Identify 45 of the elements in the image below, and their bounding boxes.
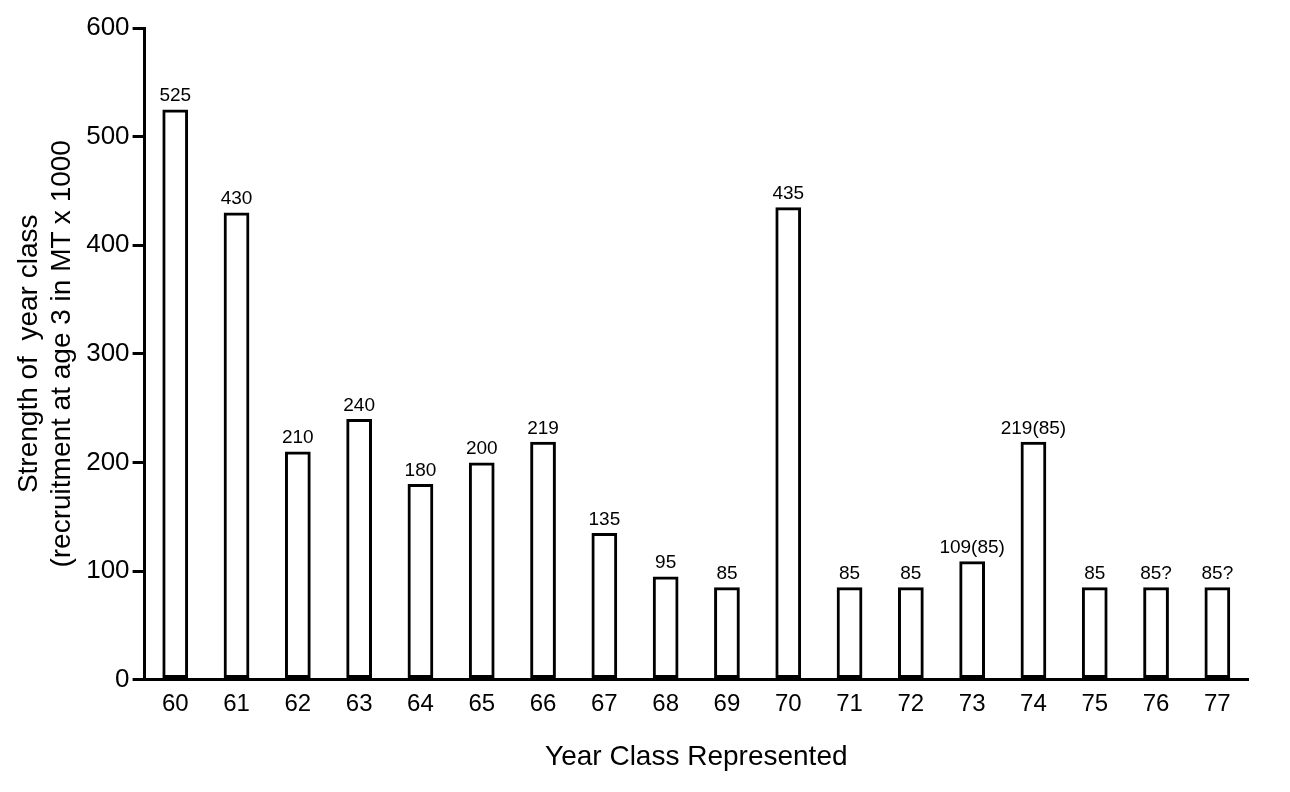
data-label: 85? (1201, 562, 1234, 584)
x-tick-label: 69 (713, 688, 741, 716)
data-label: 85? (1140, 562, 1172, 584)
data-label: 85 (838, 562, 861, 584)
x-tick-label: 62 (284, 688, 312, 716)
data-label: 435 (772, 181, 805, 203)
x-tick-label: 76 (1142, 688, 1170, 716)
data-label: 430 (220, 187, 253, 209)
x-tick-label: 73 (958, 688, 986, 716)
data-label: 210 (281, 426, 314, 448)
y-tick-label: 600 (86, 11, 130, 42)
x-tick-label: 64 (407, 688, 434, 716)
x-tick-label: 72 (897, 688, 925, 716)
data-label: 200 (465, 437, 498, 459)
y-tick-label: 400 (86, 228, 130, 259)
y-tick-label: 200 (86, 445, 130, 476)
x-tick-label: 63 (345, 688, 373, 716)
x-axis-title: Year Class Represented (545, 739, 848, 771)
data-label: 95 (655, 551, 677, 573)
x-tick-label: 67 (590, 688, 618, 716)
x-tick-label: 77 (1204, 688, 1231, 716)
x-tick-label: 70 (774, 688, 802, 716)
x-tick-label: 75 (1081, 688, 1109, 716)
data-label: 85 (900, 562, 922, 584)
y-tick-label: 300 (86, 336, 130, 367)
x-tick-label: 66 (529, 688, 557, 716)
y-tick-label: 500 (86, 119, 130, 150)
x-tick-label: 60 (161, 688, 189, 716)
y-tick-label: 0 (115, 662, 130, 693)
data-label: 85 (1084, 562, 1106, 584)
x-tick-label: 68 (652, 688, 679, 716)
x-tick-label: 71 (836, 688, 863, 716)
y-axis-title: Strength of year class (recruitment at age 3 in MT x 1000 (11, 140, 77, 568)
x-tick-label: 65 (468, 688, 496, 716)
data-label: 85 (716, 562, 738, 584)
x-tick-label: 74 (1020, 688, 1047, 716)
data-label: 135 (588, 507, 621, 529)
x-tick-label: 61 (223, 688, 250, 716)
data-label: 525 (159, 84, 192, 106)
data-label: 219 (527, 416, 559, 438)
data-label: 240 (343, 393, 375, 415)
y-tick-label: 100 (86, 554, 130, 585)
data-label: 219(85) (1000, 416, 1067, 438)
data-label: 180 (404, 458, 437, 480)
data-label: 109(85) (939, 535, 1005, 557)
